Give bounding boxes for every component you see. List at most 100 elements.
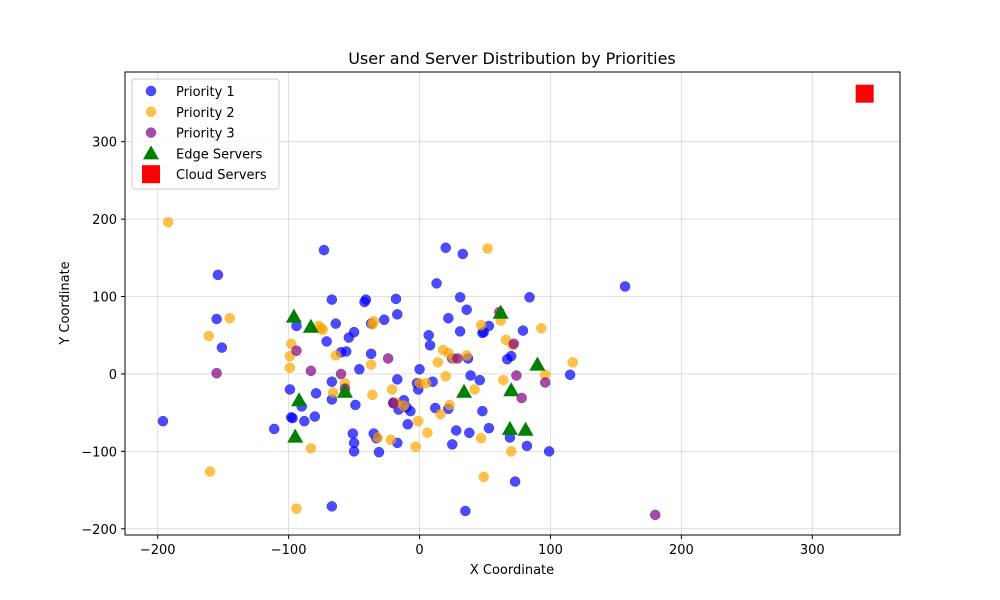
priority-2-point <box>469 384 480 395</box>
priority-3-point <box>649 509 661 521</box>
x-tick-label: −100 <box>271 543 307 558</box>
priority-2-point <box>317 324 328 336</box>
priority-1-point <box>299 415 310 427</box>
priority-3-point <box>211 367 222 379</box>
priority-1-point <box>392 374 403 385</box>
priority-2-point <box>305 443 317 454</box>
priority-1-point <box>431 278 442 289</box>
priority-2-point <box>365 359 377 370</box>
priority-1-point <box>443 312 454 324</box>
priority-1-point <box>505 350 517 362</box>
x-tick-label: 100 <box>538 543 563 558</box>
priority-2-point <box>398 400 410 411</box>
priority-1-point <box>287 412 298 424</box>
priority-3-point <box>511 370 522 381</box>
y-tick-label: −200 <box>81 523 117 538</box>
legend-marker-cloud-servers <box>142 165 160 184</box>
priority-1-point <box>365 348 377 360</box>
edge-servers-point <box>503 382 520 397</box>
priority-1-point <box>340 346 352 357</box>
priority-2-point <box>461 350 472 361</box>
priority-1-point <box>521 440 533 452</box>
priority-1-point <box>284 384 296 395</box>
y-tick-label: 300 <box>92 136 117 151</box>
x-tick-label: 200 <box>669 543 694 558</box>
priority-3-point <box>516 392 527 404</box>
priority-2-point <box>367 319 378 330</box>
priority-1-point <box>517 325 529 336</box>
y-tick-label: 200 <box>92 213 117 228</box>
x-axis-label: X Coordinate <box>470 563 554 578</box>
priority-2-point <box>330 350 342 361</box>
legend-marker-edge-servers <box>143 145 159 160</box>
legend-marker-priority-1 <box>145 85 157 97</box>
priority-1-point <box>464 427 475 439</box>
edge-servers-point <box>285 308 302 323</box>
priority-1-point <box>321 336 332 347</box>
priority-2-point <box>444 399 455 411</box>
priority-1-point <box>347 428 359 439</box>
priority-1-point <box>354 364 365 375</box>
priority-1-point <box>330 318 342 329</box>
priority-1-point <box>450 425 462 436</box>
y-axis-label: Y Coordinate <box>58 261 73 345</box>
priority-2-point <box>327 387 339 398</box>
priority-2-point <box>420 377 432 389</box>
priority-1-point <box>483 422 495 434</box>
legend-marker-priority-3 <box>145 127 157 138</box>
edge-servers-point <box>302 318 319 333</box>
priority-2-point <box>291 503 302 514</box>
priority-2-point <box>475 319 487 331</box>
priority-1-point <box>402 419 414 430</box>
edge-servers-point <box>501 420 518 435</box>
priority-2-point <box>203 330 215 342</box>
priority-1-point <box>348 326 360 338</box>
priority-2-point <box>284 362 296 374</box>
priority-2-point <box>475 432 487 444</box>
edge-servers-point <box>291 392 308 407</box>
legend-marker-priority-2 <box>145 106 157 118</box>
priority-1-point <box>216 342 228 353</box>
priority-1-point <box>373 446 385 458</box>
priority-1-point <box>465 370 476 381</box>
edge-servers-point <box>492 304 509 319</box>
priority-3-point <box>305 365 317 377</box>
legend-label-edge-servers: Edge Servers <box>176 147 262 162</box>
x-tick-label: 300 <box>800 543 825 558</box>
grid <box>125 72 900 535</box>
priority-2-point <box>440 371 451 382</box>
priority-1-point <box>310 388 322 399</box>
legend-label-priority-3: Priority 3 <box>176 127 235 142</box>
edge-servers-point <box>529 356 546 371</box>
axis-ticks: −200 −100 0 100 200 300 −200 −100 0 100 200 300 <box>81 136 824 558</box>
priority-1-point <box>454 326 466 337</box>
priority-1-point <box>454 292 466 303</box>
priority-2-point <box>422 427 433 439</box>
edge-servers-point <box>287 428 304 443</box>
priority-1-point <box>326 294 338 305</box>
y-tick-label: 100 <box>92 291 117 306</box>
priority-1-point <box>423 329 434 341</box>
priority-2-point <box>410 441 421 452</box>
priority-1-point <box>268 423 280 435</box>
edge-servers-point <box>456 383 473 398</box>
priority-1-point <box>326 376 338 387</box>
priority-1-point <box>414 364 425 375</box>
priority-1-point <box>543 446 555 457</box>
priority-2-point <box>432 357 444 368</box>
priority-1-point <box>211 313 222 325</box>
priority-3-point <box>508 338 520 350</box>
y-tick-label: 0 <box>109 368 117 383</box>
legend-label-priority-1: Priority 1 <box>176 85 235 100</box>
priority-3-point <box>539 377 551 388</box>
priority-1-point <box>447 439 458 450</box>
priority-2-point <box>385 434 397 446</box>
priority-1-point <box>509 476 521 487</box>
data-points <box>157 84 874 521</box>
priority-1-point <box>326 501 338 512</box>
priority-1-point <box>378 314 390 326</box>
x-tick-label: 0 <box>415 543 423 558</box>
priority-2-point <box>367 389 378 401</box>
